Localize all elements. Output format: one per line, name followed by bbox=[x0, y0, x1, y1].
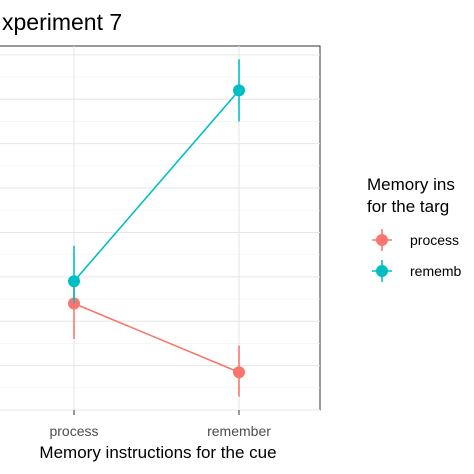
x-tick-label: remember bbox=[207, 423, 271, 439]
legend-key-point bbox=[376, 234, 388, 246]
series-line bbox=[73, 302, 240, 374]
series-layer bbox=[68, 59, 245, 397]
legend-label: process bbox=[410, 232, 459, 248]
plot-panel bbox=[0, 45, 321, 411]
data-point bbox=[233, 366, 245, 379]
legend: Memory ins for the targ process rememb bbox=[367, 175, 462, 282]
x-axis: process remember bbox=[49, 410, 271, 439]
chart-title: xperiment 7 bbox=[2, 9, 122, 35]
grid-layer bbox=[0, 46, 320, 411]
x-axis-label: Memory instructions for the cue bbox=[39, 443, 276, 462]
legend-key-point bbox=[376, 265, 388, 277]
legend-items: process rememb bbox=[372, 229, 462, 282]
legend-title-line2: for the targ bbox=[367, 197, 449, 216]
legend-title-line1: Memory ins bbox=[367, 175, 455, 194]
legend-label: rememb bbox=[410, 263, 462, 279]
x-tick-label: process bbox=[49, 423, 98, 439]
data-point bbox=[68, 275, 80, 288]
series-line bbox=[73, 89, 240, 282]
data-point bbox=[233, 84, 245, 97]
